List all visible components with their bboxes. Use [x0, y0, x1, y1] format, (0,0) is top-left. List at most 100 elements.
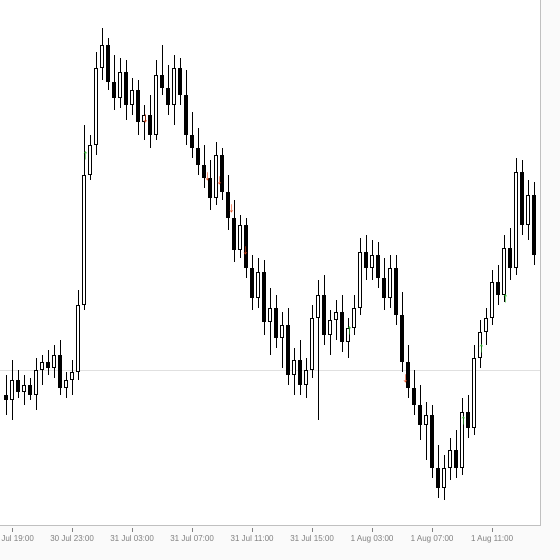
candle: [466, 0, 470, 525]
candle: [346, 0, 350, 525]
candle: [316, 0, 320, 525]
candle: [526, 0, 530, 525]
candle: [166, 0, 170, 525]
signal-arrow-up-icon: ↑: [478, 340, 485, 354]
candle: [82, 0, 86, 525]
candle: [118, 0, 122, 525]
x-axis-label: 31 Jul 03:00: [110, 534, 154, 543]
candle: [106, 0, 110, 525]
candle: [184, 0, 188, 525]
candle: [490, 0, 494, 525]
candle: [388, 0, 392, 525]
candle: [358, 0, 362, 525]
candle: [418, 0, 422, 525]
candle: [484, 0, 488, 525]
candle: [448, 0, 452, 525]
candle: [406, 0, 410, 525]
candle: [298, 0, 302, 525]
candle: [502, 0, 506, 525]
x-axis: 30 Jul 19:00 30 Jul 23:00 31 Jul 03:00 31 J…: [0, 528, 540, 558]
candle: [46, 0, 50, 525]
candle: [382, 0, 386, 525]
x-axis-label: 30 Jul 19:00: [0, 534, 34, 543]
candle: [94, 0, 98, 525]
candle: [10, 0, 14, 525]
candle: [250, 0, 254, 525]
candle: [256, 0, 260, 525]
x-axis-label: 1 Aug 07:00: [411, 534, 454, 543]
candle: [226, 0, 230, 525]
candle: [376, 0, 380, 525]
x-axis-label: 31 Jul 07:00: [170, 534, 214, 543]
candle: [154, 0, 158, 525]
x-axis-label: 1 Aug 11:00: [471, 534, 513, 543]
candle: [214, 0, 218, 525]
candle: [244, 0, 248, 525]
x-tick: [312, 528, 313, 532]
chart-container: ↑↓↓↓↓↓↑↓↑↑↑ 30 Jul 19:0030 Jul 23:0031 J…: [0, 0, 560, 560]
candle: [100, 0, 104, 525]
candle: [64, 0, 68, 525]
candle: [334, 0, 338, 525]
candle: [430, 0, 434, 525]
candle: [520, 0, 524, 525]
candle: [274, 0, 278, 525]
candle: [496, 0, 500, 525]
candle: [208, 0, 212, 525]
signal-arrow-down-icon: ↓: [242, 242, 249, 256]
candle: [532, 0, 536, 525]
signal-arrow-down-icon: ↓: [402, 370, 409, 384]
candle: [478, 0, 482, 525]
x-axis-label: 31 Jul 15:00: [290, 534, 334, 543]
candle: [190, 0, 194, 525]
signal-arrow-up-icon: ↑: [502, 290, 509, 304]
signal-arrow-up-icon: ↑: [82, 147, 89, 161]
candle: [370, 0, 374, 525]
signal-arrow-down-icon: ↓: [204, 168, 211, 182]
x-tick: [192, 528, 193, 532]
signal-arrow-down-icon: ↓: [216, 172, 223, 186]
candle: [292, 0, 296, 525]
candle: [304, 0, 308, 525]
candle: [232, 0, 236, 525]
candle: [4, 0, 8, 525]
x-tick: [492, 528, 493, 532]
candle: [442, 0, 446, 525]
candle: [28, 0, 32, 525]
candle: [286, 0, 290, 525]
candle: [424, 0, 428, 525]
candle: [202, 0, 206, 525]
x-tick: [252, 528, 253, 532]
candle: [400, 0, 404, 525]
candle: [472, 0, 476, 525]
candle: [280, 0, 284, 525]
candle: [364, 0, 368, 525]
candle: [322, 0, 326, 525]
candlestick-chart[interactable]: ↑↓↓↓↓↓↑↓↑↑↑: [0, 0, 541, 526]
x-axis-label: 31 Jul 11:00: [231, 534, 274, 543]
candle: [22, 0, 26, 525]
signal-arrow-down-icon: ↓: [142, 110, 149, 124]
candle: [142, 0, 146, 525]
x-tick: [132, 528, 133, 532]
candle: [514, 0, 518, 525]
candle: [508, 0, 512, 525]
x-axis-label: 30 Jul 23:00: [50, 534, 94, 543]
candle: [178, 0, 182, 525]
candle: [340, 0, 344, 525]
candle: [436, 0, 440, 525]
x-tick: [372, 528, 373, 532]
candle: [34, 0, 38, 525]
candle: [70, 0, 74, 525]
candle: [112, 0, 116, 525]
candle: [76, 0, 80, 525]
candle: [412, 0, 416, 525]
x-tick: [72, 528, 73, 532]
candle: [136, 0, 140, 525]
candle: [268, 0, 272, 525]
x-tick: [12, 528, 13, 532]
candle: [172, 0, 176, 525]
candle: [328, 0, 332, 525]
signal-arrow-down-icon: ↓: [228, 200, 235, 214]
candle: [220, 0, 224, 525]
